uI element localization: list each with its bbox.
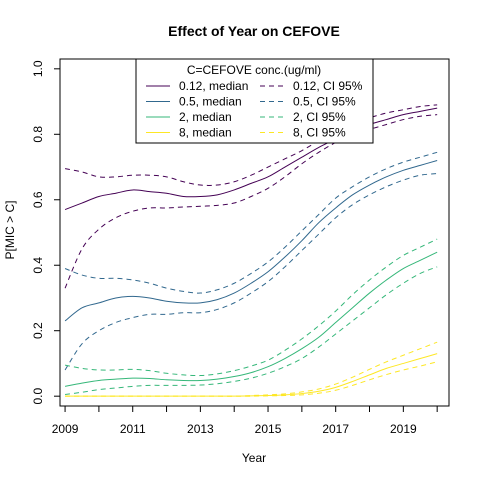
y-tick-label: 0.4 xyxy=(31,257,45,274)
series-line-6 xyxy=(64,251,438,387)
y-axis: 0.0 0.2 0.4 0.6 0.8 1.0 xyxy=(31,60,60,405)
y-tick-label: 0.0 xyxy=(31,388,45,405)
x-tick-label: 2011 xyxy=(120,422,146,436)
series-line-0 xyxy=(64,107,438,211)
legend-entry-label: 0.5, CI 95% xyxy=(293,95,356,109)
legend: C=CEFOVE conc.(ug/ml) 0.12, median 0.12, … xyxy=(135,58,374,144)
series-line-1 xyxy=(64,104,438,186)
series-group xyxy=(64,104,438,397)
legend-entry-label: 8, median xyxy=(179,126,232,140)
y-tick-label: 0.8 xyxy=(31,126,45,143)
y-axis-label: P[MIC > C] xyxy=(3,200,17,259)
series-line-8 xyxy=(65,266,438,396)
x-axis-label: Year xyxy=(242,451,266,465)
y-tick-label: 0.2 xyxy=(31,322,45,339)
legend-entry-label: 2, CI 95% xyxy=(293,110,346,124)
x-tick-label: 2017 xyxy=(322,422,349,436)
x-tick-label: 2015 xyxy=(255,422,282,436)
x-tick-label: 2013 xyxy=(187,422,214,436)
series-line-3 xyxy=(64,159,438,322)
series-line-10 xyxy=(65,341,438,397)
legend-entry-label: 2, median xyxy=(179,110,232,124)
series-line-4 xyxy=(64,151,438,294)
y-tick-label: 0.6 xyxy=(31,191,45,208)
series-line-9 xyxy=(65,353,438,397)
series-line-2 xyxy=(64,114,438,289)
x-axis: 2009 2011 2013 2015 2017 2019 xyxy=(52,406,438,436)
legend-entries: 0.12, median 0.12, CI 95% 0.5, median 0.5, … xyxy=(146,79,363,140)
legend-entry-label: 0.5, median xyxy=(179,95,242,109)
x-tick-label: 2019 xyxy=(390,422,417,436)
legend-entry-label: 0.12, median xyxy=(179,79,248,93)
legend-box xyxy=(135,58,374,144)
legend-entry-label: 0.12, CI 95% xyxy=(293,79,363,93)
y-tick-label: 1.0 xyxy=(31,60,45,77)
series-line-5 xyxy=(64,173,438,371)
legend-title: C=CEFOVE conc.(ug/ml) xyxy=(187,63,321,77)
legend-entry-label: 8, CI 95% xyxy=(293,126,346,140)
series-line-7 xyxy=(64,238,438,377)
x-tick-label: 2009 xyxy=(52,422,79,436)
chart-title: Effect of Year on CEFOVE xyxy=(168,23,340,39)
